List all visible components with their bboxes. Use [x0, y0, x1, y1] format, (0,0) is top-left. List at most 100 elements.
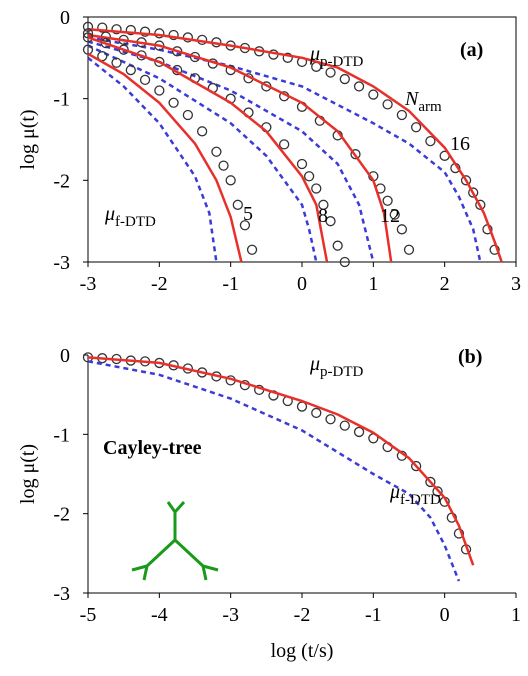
annotation: μp-DTD: [309, 43, 364, 70]
p-dtd-curve: [87, 36, 329, 263]
x-tick-label: -2: [294, 604, 311, 626]
f-dtd-curve: [87, 44, 318, 263]
f-dtd-curve: [87, 56, 218, 263]
annotation: 12: [380, 205, 400, 227]
x-tick-label: -1: [222, 273, 239, 295]
data-point: [282, 52, 293, 63]
annotation: μf-DTD: [104, 203, 156, 230]
p-dtd-curve: [87, 33, 393, 263]
data-point: [218, 160, 229, 171]
annotation-text: 12: [380, 205, 400, 227]
x-tick-label: -3: [80, 273, 97, 295]
data-point: [139, 26, 151, 37]
data-point: [339, 73, 350, 85]
data-point: [82, 21, 94, 32]
y-tick-label: -2: [53, 170, 70, 192]
x-axis-label: log (t/s): [271, 640, 334, 662]
data-point: [425, 135, 436, 147]
x-tick-label: -3: [222, 604, 239, 626]
data-point: [232, 199, 243, 210]
x-tick-label: 1: [368, 273, 378, 295]
data-point: [111, 57, 122, 68]
data-point: [350, 149, 361, 160]
annotation-text: μ: [309, 43, 320, 65]
data-point: [125, 64, 136, 76]
annotation-text: 5: [243, 203, 253, 225]
data-point: [82, 32, 94, 43]
data-point: [382, 99, 393, 110]
annotation-subscript: f-DTD: [400, 492, 441, 508]
annotation-text: N: [404, 88, 420, 110]
annotation: μp-DTD: [309, 353, 364, 380]
annotation: Cayley-tree: [103, 437, 202, 459]
data-point: [389, 209, 400, 220]
data-point: [475, 199, 486, 210]
data-point: [468, 187, 479, 198]
data-point: [432, 486, 443, 497]
data-point: [396, 109, 408, 121]
data-point: [182, 109, 194, 121]
annotation-subscript: f-DTD: [115, 214, 156, 230]
data-point: [118, 44, 129, 55]
data-point: [296, 158, 308, 170]
data-point: [332, 240, 343, 251]
data-point: [353, 81, 365, 92]
annotation: 16: [450, 133, 470, 155]
x-tick-label: 1: [511, 604, 521, 626]
data-point: [168, 97, 179, 108]
y-tick-label: -3: [53, 583, 70, 605]
data-point: [325, 216, 336, 227]
x-tick-label: -2: [151, 273, 168, 295]
annotation-text: μ: [389, 481, 400, 503]
annotation-subscript: p-DTD: [320, 364, 363, 380]
data-point: [382, 195, 393, 206]
data-point: [125, 24, 136, 36]
y-tick-label: -1: [53, 89, 70, 111]
data-point: [425, 476, 436, 488]
x-tick-label: 0: [440, 604, 450, 626]
data-point: [154, 28, 165, 39]
data-point: [410, 122, 422, 133]
annotation: μf-DTD: [389, 481, 441, 508]
y-tick-label: -1: [53, 424, 70, 446]
data-point: [111, 24, 122, 35]
y-axis-label: log μ(t): [17, 444, 39, 504]
x-tick-label: 0: [297, 273, 307, 295]
data-point: [325, 67, 336, 78]
data-point: [168, 29, 179, 41]
annotation-text: μ: [104, 203, 115, 225]
p-dtd-curve: [87, 27, 503, 263]
annotation-text: Cayley-tree: [103, 437, 202, 459]
data-point: [139, 74, 151, 86]
annotation: 5: [243, 203, 253, 225]
data-point: [339, 420, 350, 431]
y-tick-label: -3: [53, 252, 70, 274]
data-point: [225, 175, 236, 186]
data-point: [368, 89, 379, 100]
annotation-subscript: p-DTD: [320, 54, 363, 70]
data-point: [325, 414, 336, 425]
annotation: Narm: [404, 88, 442, 115]
annotation-text: 8: [318, 205, 328, 227]
data-point: [460, 175, 472, 186]
annotation-subscript: arm: [418, 99, 442, 115]
p-dtd-curve: [87, 52, 243, 263]
data-point: [353, 426, 365, 438]
cayley-tree-icon: [131, 500, 219, 581]
data-point: [154, 56, 165, 68]
y-tick-label: -2: [53, 504, 70, 526]
annotation-text: (b): [458, 346, 482, 368]
x-tick-label: 3: [511, 273, 521, 295]
p-dtd-curve: [87, 356, 475, 566]
data-point: [279, 139, 290, 150]
data-point: [97, 22, 108, 33]
data-point: [311, 183, 322, 194]
f-dtd-curve: [87, 360, 461, 582]
data-point: [303, 171, 315, 182]
annotation-text: μ: [309, 353, 320, 375]
data-point: [311, 407, 322, 419]
x-tick-label: -1: [365, 604, 382, 626]
